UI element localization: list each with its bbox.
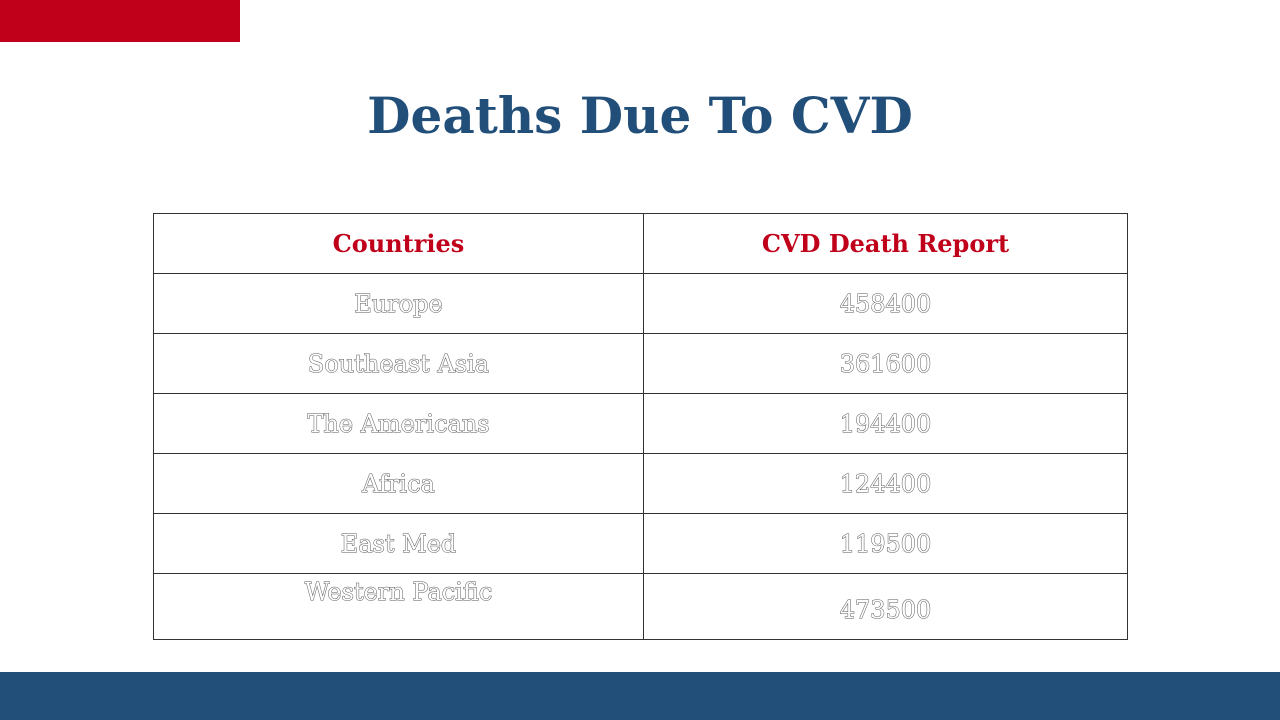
country-cell: Europe [153, 273, 644, 334]
slide-title: Deaths Due To CVD [367, 86, 913, 145]
value-cell: 194400 [643, 393, 1128, 454]
top-accent-bar [0, 0, 240, 42]
country-cell: Southeast Asia [153, 333, 644, 394]
table-row: Southeast Asia 361600 [153, 333, 1128, 394]
country-cell: East Med [153, 513, 644, 574]
value-cell: 458400 [643, 273, 1128, 334]
table-row: Africa 124400 [153, 453, 1128, 514]
country-cell: Africa [153, 453, 644, 514]
value-cell: 473500 [643, 573, 1128, 640]
value-cell: 361600 [643, 333, 1128, 394]
country-cell: Western Pacific [153, 573, 644, 640]
table-header-row: Countries CVD Death Report [153, 213, 1128, 274]
bottom-footer-band [0, 672, 1280, 720]
header-countries: Countries [153, 213, 644, 274]
header-cvd-death-report: CVD Death Report [643, 213, 1128, 274]
table-row: East Med 119500 [153, 513, 1128, 574]
value-cell: 119500 [643, 513, 1128, 574]
table-row: The Americans 194400 [153, 393, 1128, 454]
table-row: Europe 458400 [153, 273, 1128, 334]
value-cell: 124400 [643, 453, 1128, 514]
country-cell: The Americans [153, 393, 644, 454]
cvd-deaths-table: Countries CVD Death Report Europe 458400… [153, 213, 1128, 640]
table-row: Western Pacific 473500 [153, 573, 1128, 640]
